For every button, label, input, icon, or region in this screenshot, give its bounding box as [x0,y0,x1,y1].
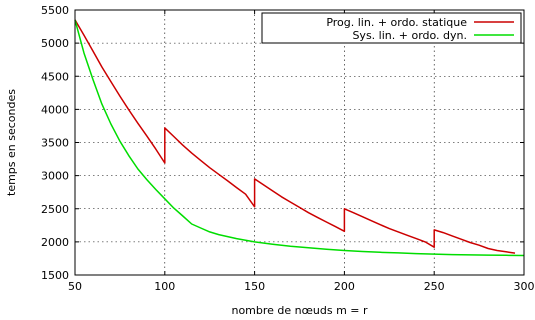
x-tick-label: 300 [514,280,535,293]
y-tick-label: 1500 [41,269,69,282]
y-tick-label: 2000 [41,236,69,249]
x-tick-label: 50 [68,280,82,293]
legend: Prog. lin. + ordo. statique Sys. lin. + … [261,12,522,44]
axis-ticks: 50 100 150 200 250 300 1500 2000 2500 3000 3500 400… [41,4,535,293]
legend-box [261,12,522,44]
y-tick-label: 4500 [41,70,69,83]
y-tick-label: 2500 [41,203,69,216]
legend-label-1: Sys. lin. + ordo. dyn. [352,29,467,42]
plot-frame [74,9,525,276]
y-tick-label: 5500 [41,4,69,17]
series-layer [74,19,525,257]
x-tick-label: 100 [154,280,175,293]
x-tick-label: 250 [424,280,445,293]
y-tick-label: 4000 [41,103,69,116]
y-tick-label: 3000 [41,170,69,183]
x-axis-label: nombre de nœuds m = r [231,304,368,317]
x-tick-label: 200 [334,280,355,293]
y-axis-label: temps en secondes [5,89,18,196]
series-line-0 [74,19,516,254]
series-line-1 [74,19,525,257]
y-tick-label: 5000 [41,37,69,50]
grid [75,10,524,275]
x-tick-label: 150 [244,280,265,293]
y-tick-label: 3500 [41,137,69,150]
legend-label-0: Prog. lin. + ordo. statique [326,16,467,29]
